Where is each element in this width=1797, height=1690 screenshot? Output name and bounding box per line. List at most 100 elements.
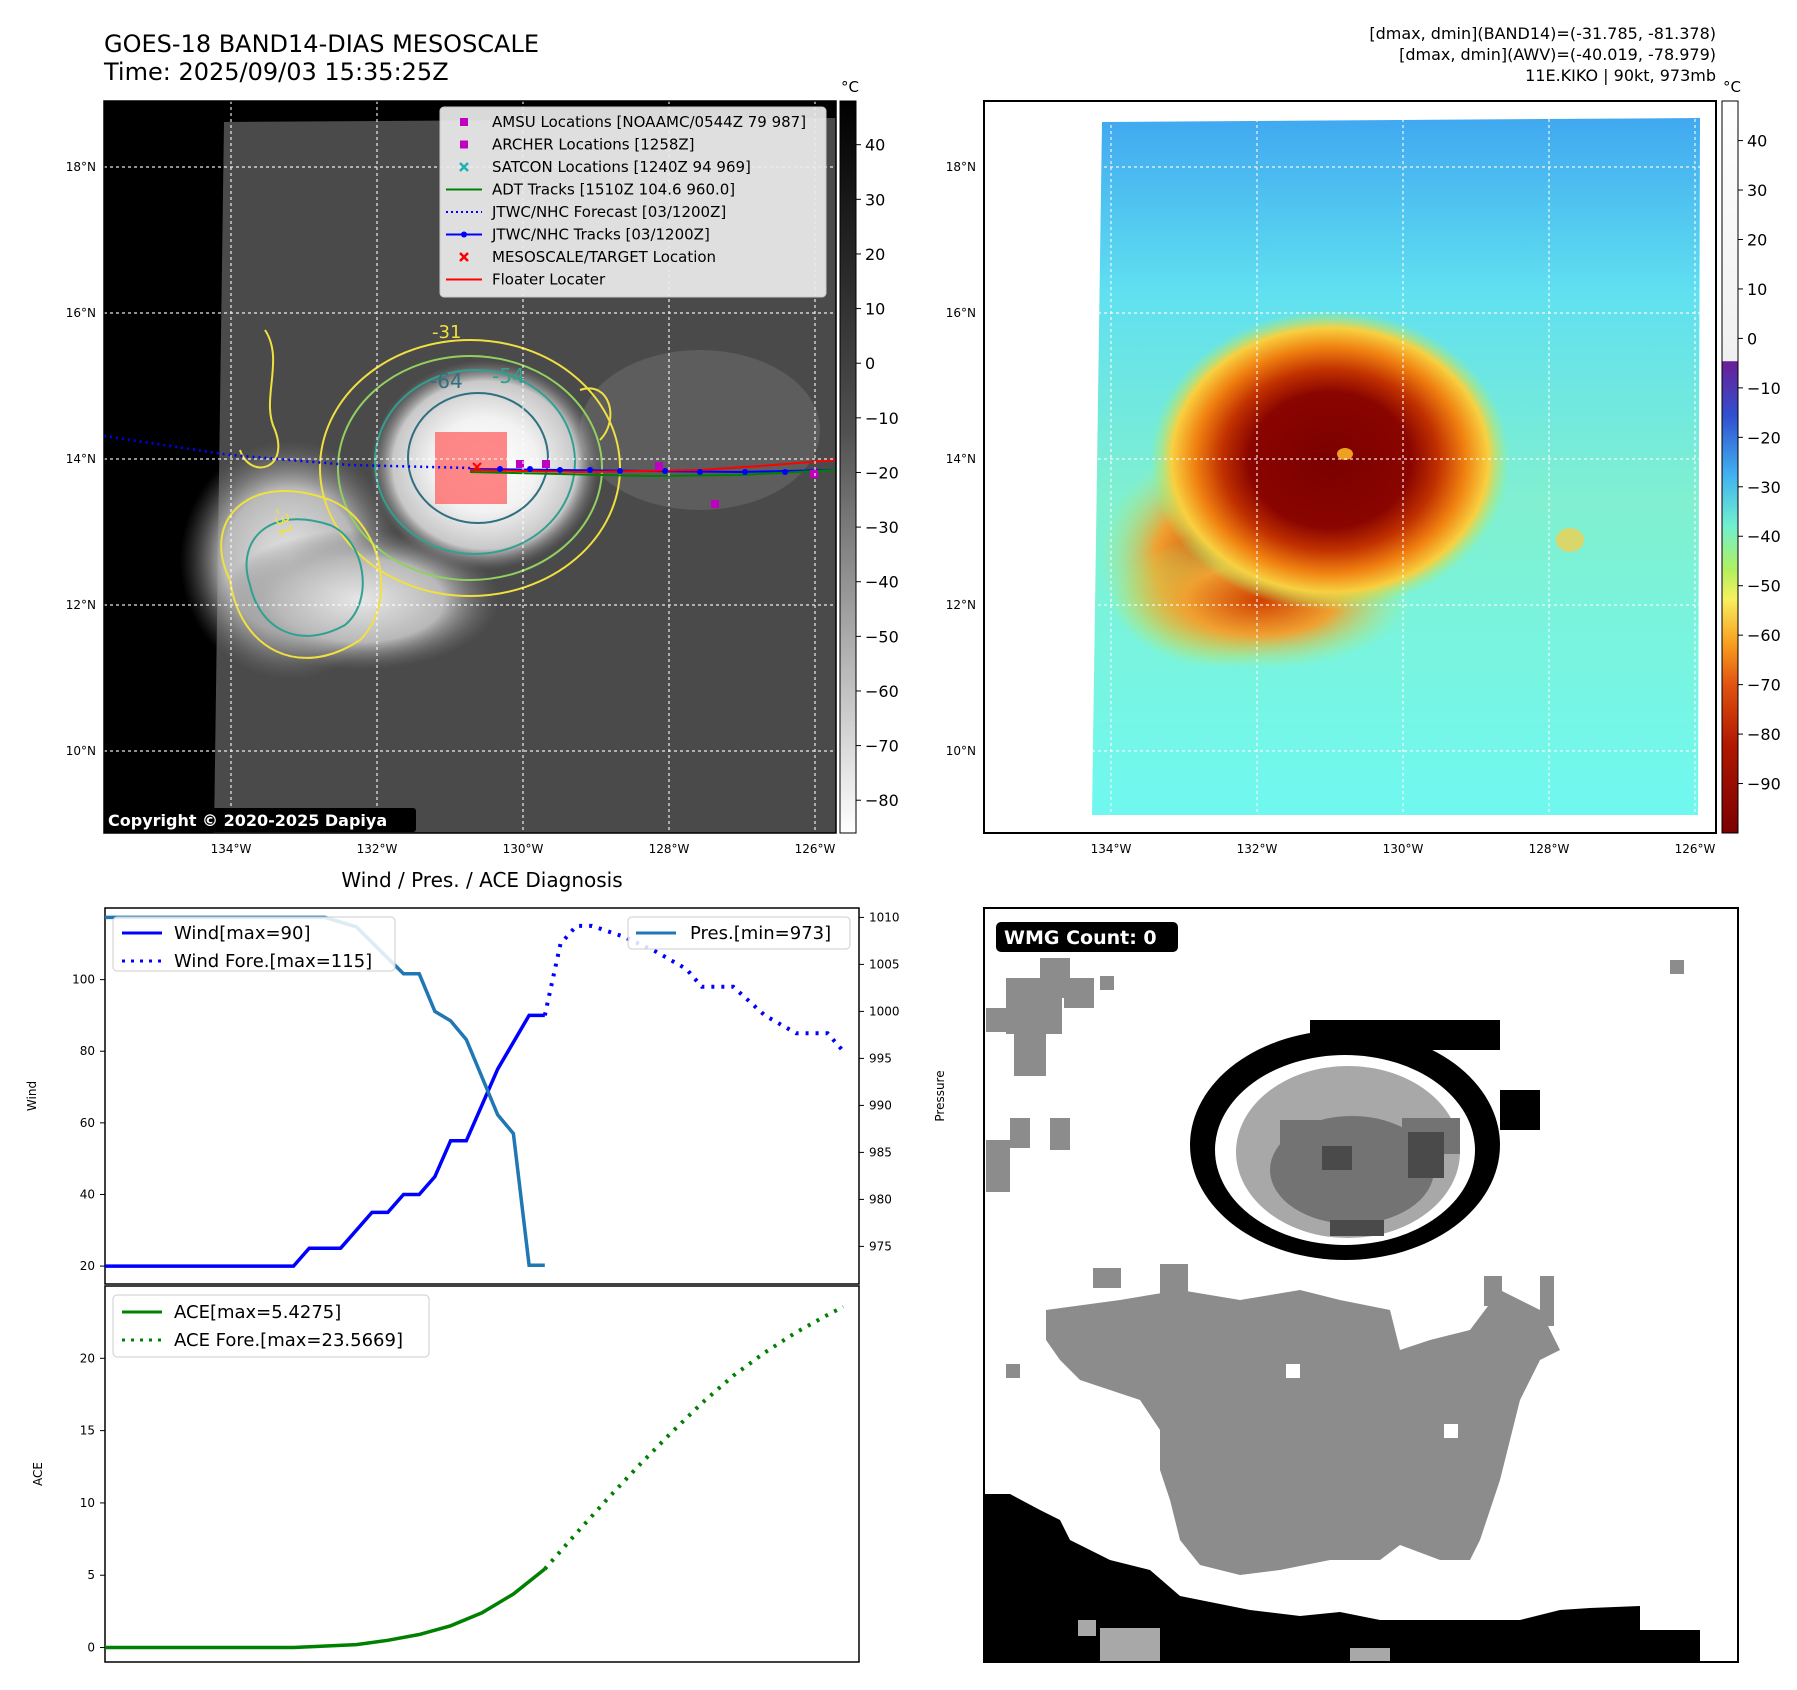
legend-label-7: Floater Locater <box>492 271 606 289</box>
color-tick-label-4: 0 <box>1747 329 1757 348</box>
svg-text:130°W: 130°W <box>503 842 544 856</box>
ytick-label-80: 80 <box>80 1044 95 1058</box>
map-color-panel: 18°N 16°N 14°N 12°N 10°N 134°W 132°W 130… <box>946 100 1717 856</box>
colorbar-color-unit: °C <box>1723 78 1741 96</box>
ace-legend-label: ACE[max=5.4275] <box>174 1302 341 1323</box>
gray-tick-label-4: 0 <box>865 354 875 373</box>
wind-legend-label: Wind[max=90] <box>174 923 311 944</box>
gray-tick-label-5: −10 <box>865 409 899 428</box>
ytick-label-60: 60 <box>80 1116 95 1130</box>
copyright-text: Copyright © 2020-2025 Dapiya <box>108 811 387 830</box>
color-tick-label-13: −90 <box>1747 775 1781 794</box>
series-line-ace <box>105 1567 546 1650</box>
copyright-badge <box>104 808 416 832</box>
pressure-axis-label: Pressure <box>933 1070 947 1121</box>
contour-minus64 <box>407 392 549 524</box>
y2tick-label-1005: 1005 <box>869 957 900 971</box>
info-band14: [dmax, dmin](BAND14)=(-31.785, -81.378) <box>1369 24 1716 43</box>
map-gray-frame <box>103 100 837 834</box>
gray-tick-label-2: 20 <box>865 245 885 264</box>
colorbar-gray-bar <box>839 100 857 834</box>
contour-label-1: -64 <box>430 369 463 393</box>
ytick-label-20: 20 <box>80 1351 95 1365</box>
ytick-label-20: 20 <box>80 1259 95 1273</box>
legend-label-6: MESOSCALE/TARGET Location <box>492 248 716 266</box>
wmg-badge-text: WMG Count: 0 <box>1004 927 1157 949</box>
ytick-label-5: 5 <box>87 1568 95 1582</box>
color-tick-label-10: −60 <box>1747 626 1781 645</box>
legend-label-3: ADT Tracks [1510Z 104.6 960.0] <box>492 181 735 199</box>
figure-title: GOES-18 BAND14-DIAS MESOSCALE <box>104 30 539 58</box>
colorbar-color: °C 40 30 20 10 0 −10 −20 −30 −40 −50 −60 −70 −80 −90 <box>1721 78 1781 834</box>
legend-label-2: SATCON Locations [1240Z 94 969] <box>492 158 751 176</box>
legend-label-5: JTWC/NHC Tracks [03/1200Z] <box>491 226 710 244</box>
color-tick-label-3: 10 <box>1747 280 1767 299</box>
svg-text:12°N: 12°N <box>946 598 976 612</box>
mesoscale-target-box <box>435 432 507 504</box>
ytick-label-10: 10 <box>80 1496 95 1510</box>
svg-text:132°W: 132°W <box>1237 842 1278 856</box>
contour-label-2: -54 <box>492 364 525 388</box>
map-gray-lon-labels: 134°W 132°W 130°W 128°W 126°W <box>211 842 836 856</box>
color-tick-label-6: −20 <box>1747 428 1781 447</box>
svg-text:18°N: 18°N <box>946 160 976 174</box>
color-tick-label-9: −50 <box>1747 577 1781 596</box>
wmg-panel: WMG Count: 0 <box>983 907 1739 1663</box>
svg-text:10°N: 10°N <box>66 744 96 758</box>
map-color-frame <box>983 100 1717 834</box>
gray-tick-label-12: −80 <box>865 791 899 810</box>
figure-time: Time: 2025/09/03 15:35:25Z <box>103 58 449 86</box>
y2tick-label-1000: 1000 <box>869 1004 900 1018</box>
y2tick-label-1010: 1010 <box>869 910 900 924</box>
gray-tick-label-8: −40 <box>865 573 899 592</box>
map-legend: AMSU Locations [NOAAMC/0544Z 79 987] ARCH… <box>439 106 827 298</box>
svg-text:126°W: 126°W <box>795 842 836 856</box>
svg-text:16°N: 16°N <box>66 306 96 320</box>
jtwc-forecast-line <box>104 434 471 470</box>
gray-tick-label-9: −50 <box>865 627 899 646</box>
ytick-label-40: 40 <box>80 1187 95 1201</box>
gray-tick-label-7: −30 <box>865 518 899 537</box>
gray-tick-label-11: −70 <box>865 737 899 756</box>
ace-axis-label: ACE <box>31 1462 45 1486</box>
svg-text:130°W: 130°W <box>1383 842 1424 856</box>
info-awv: [dmax, dmin](AWV)=(-40.019, -78.979) <box>1399 45 1716 64</box>
svg-text:128°W: 128°W <box>1529 842 1570 856</box>
legend-label-4: JTWC/NHC Forecast [03/1200Z] <box>491 203 726 221</box>
wmg-badge <box>996 922 1178 952</box>
svg-text:14°N: 14°N <box>66 452 96 466</box>
map-color-cell-east <box>1556 528 1584 552</box>
target-x-markers <box>472 462 482 472</box>
color-tick-label-0: 40 <box>1747 132 1767 151</box>
colorbar-grayscale: °C 40 30 20 10 0 −10 −20 −30 −40 −50 −60 −70 −80 <box>839 78 899 834</box>
colorbar-gray-unit: °C <box>841 78 859 96</box>
contour-arm-nw <box>239 329 280 469</box>
svg-text:134°W: 134°W <box>211 842 252 856</box>
pressure-legend-label: Pres.[min=973] <box>690 923 831 944</box>
legend-label-1: ARCHER Locations [1258Z] <box>492 136 695 154</box>
color-tick-label-7: −30 <box>1747 478 1781 497</box>
info-storm: 11E.KIKO | 90kt, 973mb <box>1525 66 1716 85</box>
map-gray-cloud-east <box>580 350 820 510</box>
gray-tick-label-1: 30 <box>865 190 885 209</box>
legend-marker-6 <box>459 252 469 262</box>
contour-arm-east <box>579 387 612 441</box>
gray-tick-label-3: 10 <box>865 300 885 319</box>
y2tick-label-990: 990 <box>869 1098 892 1112</box>
ytick-label-100: 100 <box>72 973 95 987</box>
adt-track-line <box>469 469 836 478</box>
legend-marker-dot-5 <box>461 231 467 238</box>
map-color-lat-labels: 18°N 16°N 14°N 12°N 10°N <box>946 160 976 758</box>
diagnosis-title: Wind / Pres. / ACE Diagnosis <box>341 868 622 892</box>
wind-axis-label: Wind <box>25 1081 39 1111</box>
ace-fore-legend-label: ACE Fore.[max=23.5669] <box>174 1330 403 1351</box>
ytick-label-15: 15 <box>80 1424 95 1438</box>
map-color-eye <box>1337 448 1353 460</box>
svg-text:10°N: 10°N <box>946 744 976 758</box>
svg-text:18°N: 18°N <box>66 160 96 174</box>
color-tick-label-11: −70 <box>1747 676 1781 695</box>
gray-tick-label-6: −20 <box>865 463 899 482</box>
gray-tick-label-0: 40 <box>865 136 885 155</box>
legend-marker-0 <box>460 118 468 126</box>
